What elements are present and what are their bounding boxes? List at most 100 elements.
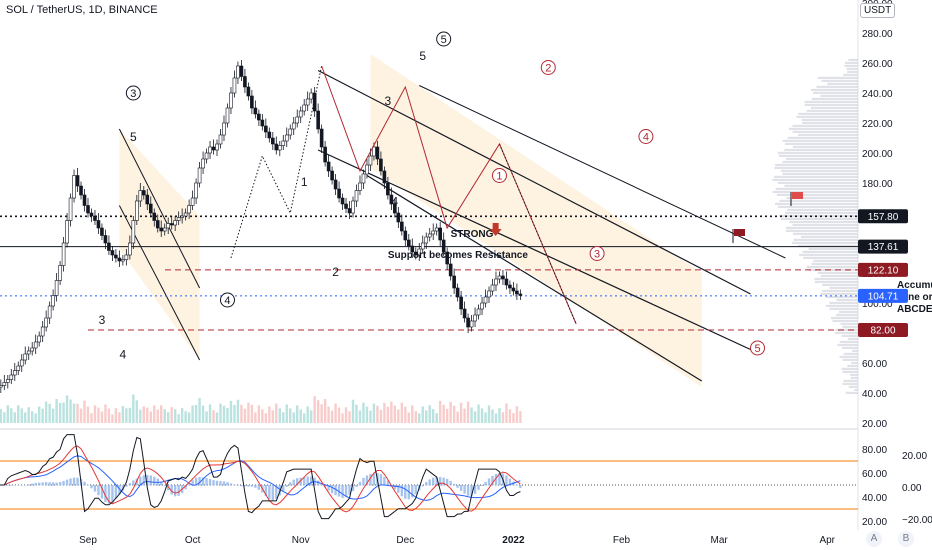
volume-profile-bar <box>814 277 858 280</box>
candle-body <box>291 122 296 130</box>
candle-body <box>424 236 429 244</box>
volume-profile-bar <box>780 169 858 172</box>
volume-bar <box>316 400 320 423</box>
volume-profile-bar <box>850 376 858 379</box>
osc-histogram-bar <box>257 485 261 490</box>
volume-bar <box>498 408 501 423</box>
annotation-20: ABCDE <box>897 304 932 315</box>
osc-histogram-bar <box>128 483 132 486</box>
auto-scale-button[interactable]: A <box>866 531 882 547</box>
volume-bar <box>55 399 58 423</box>
candle-body <box>459 296 463 310</box>
volume-profile-bar <box>796 115 858 118</box>
candle-body <box>30 347 35 352</box>
volume-profile-bar <box>820 292 858 295</box>
volume-profile-bar <box>784 148 858 151</box>
osc-histogram-bar <box>198 476 201 486</box>
flag-cloth <box>792 192 803 199</box>
osc-histogram-bar <box>459 485 463 491</box>
volume-bar <box>104 404 107 423</box>
time-tick-label: Sep <box>79 535 97 546</box>
volume-bar <box>491 409 494 423</box>
volume-profile-bar <box>850 373 858 376</box>
level-badge-2: 122.10 <box>858 262 908 277</box>
osc-tick-label: 80.00 <box>862 445 887 456</box>
osc-histogram-bar <box>20 485 23 486</box>
candle-body <box>61 242 66 266</box>
osc-histogram-bar <box>334 485 337 496</box>
osc-tick-label: 40.00 <box>862 493 887 504</box>
volume-profile-bar <box>837 343 858 346</box>
volume-bar <box>404 406 407 423</box>
volume-bar <box>128 407 132 423</box>
volume-bar <box>418 413 421 423</box>
volume-bar <box>163 409 166 423</box>
volume-profile-bar <box>817 271 858 274</box>
volume-profile-bar <box>842 346 858 349</box>
candle-body <box>508 284 512 289</box>
volume-profile-bar <box>814 280 858 283</box>
osc-histogram-bar <box>72 477 76 486</box>
osc-histogram-bar <box>191 480 194 486</box>
volume-bar <box>355 404 358 423</box>
volume-bar <box>194 405 198 423</box>
candle-body <box>455 287 460 298</box>
currency-badge[interactable]: USDT <box>860 3 896 18</box>
volume-profile-bar <box>785 211 858 214</box>
candle-body <box>68 197 73 221</box>
volume-profile-bar <box>840 322 858 325</box>
volume-bar <box>296 405 299 423</box>
volume-bar <box>187 412 191 423</box>
volume-bar <box>334 403 337 423</box>
volume-bar <box>177 414 180 423</box>
osc-histogram-bar <box>477 485 480 490</box>
osc-histogram-bar <box>243 485 247 487</box>
osc-histogram-bar <box>271 485 275 501</box>
volume-profile-bar <box>808 268 858 271</box>
osc-histogram-bar <box>320 483 323 486</box>
volume-profile-bar <box>817 76 858 79</box>
volume-profile-bar <box>774 163 858 166</box>
volume-bar <box>13 412 16 423</box>
volume-bar <box>243 408 247 423</box>
volume-bar <box>299 409 302 423</box>
candle-body <box>351 200 355 214</box>
level-badges: 157.80 137.61 122.10 104.71 82.00 <box>858 209 908 337</box>
channel-line-main-bottom <box>366 174 703 382</box>
osc-histogram-bar <box>442 477 445 486</box>
osc-histogram-bar <box>316 480 320 486</box>
volume-profile-bar <box>846 67 858 70</box>
osc-main-line <box>0 434 521 520</box>
volume-bar <box>445 408 449 423</box>
volume-profile-bar <box>793 232 858 235</box>
volume-profile-bar <box>804 103 858 106</box>
volume-bar <box>425 410 428 423</box>
osc-histogram-bar <box>362 477 365 486</box>
volume-profile-bar <box>806 109 858 112</box>
osc-histogram-bar <box>236 485 240 486</box>
candle-body <box>246 86 251 97</box>
volume-bar <box>142 406 145 423</box>
b-button[interactable]: B <box>898 531 914 547</box>
level-badge-label: 157.80 <box>868 212 899 223</box>
volume-profile-bar <box>792 241 858 244</box>
price-tick-label: 40.00 <box>862 389 887 400</box>
osc-histogram-bar <box>264 485 268 496</box>
candle-body <box>382 170 387 184</box>
candle-body <box>187 205 191 214</box>
annotation-text: 3 <box>130 88 136 100</box>
volume-bar <box>264 413 268 423</box>
volume-profile-bar <box>776 193 858 196</box>
candle-body <box>96 220 101 229</box>
annotation-9: 3 <box>99 313 106 327</box>
annotation-19: zone or ABC or <box>897 292 932 303</box>
annotation-7: 5 <box>436 31 452 47</box>
volume-bar <box>156 409 159 423</box>
volume-bar <box>344 407 348 423</box>
candle-body <box>218 134 223 145</box>
candle-body <box>110 250 115 256</box>
osc-histogram-bar <box>411 485 414 498</box>
volume-bar <box>302 413 306 423</box>
volume-bar <box>452 405 456 423</box>
